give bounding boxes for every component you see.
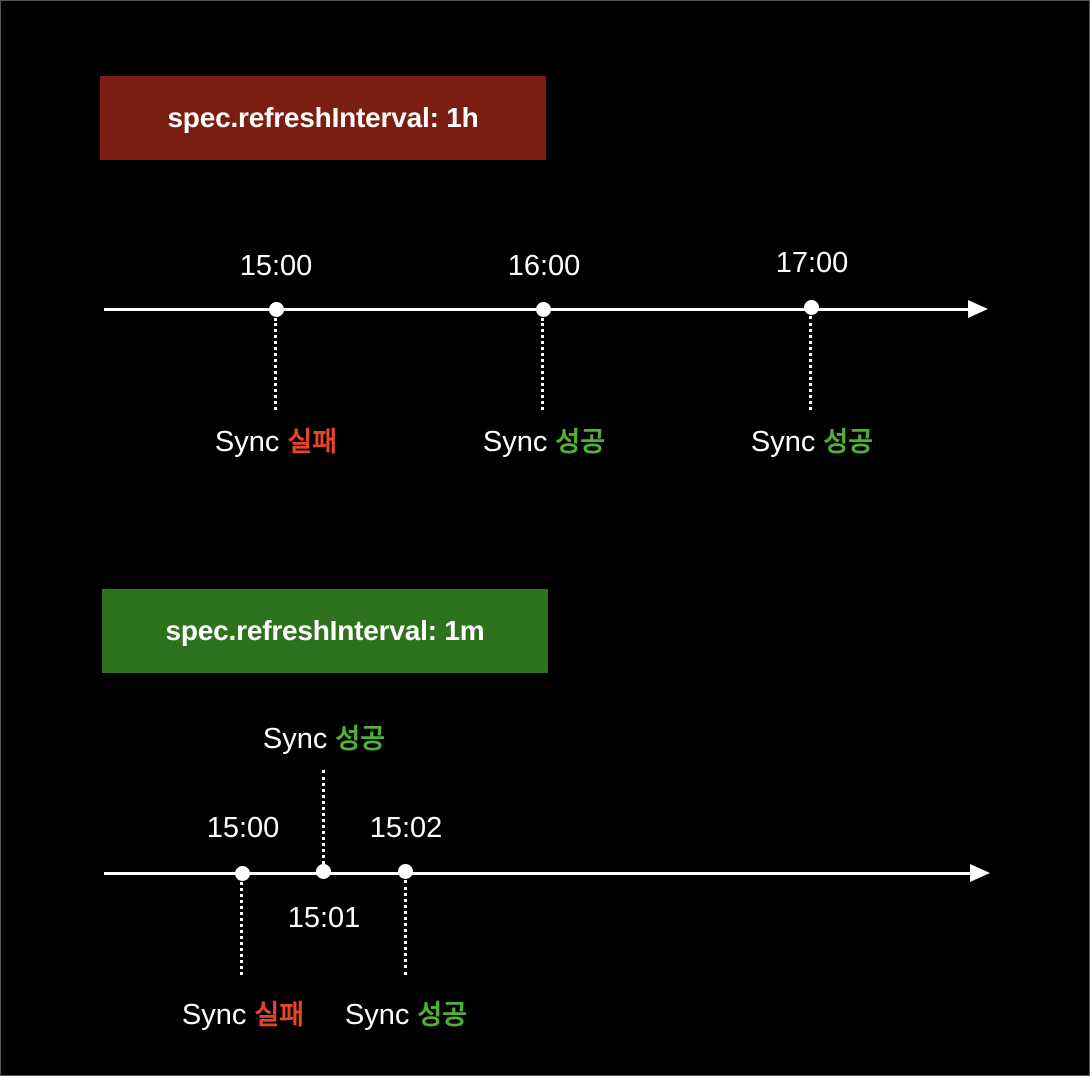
sync-status-fail: 실패 <box>287 427 338 458</box>
dotted-connector <box>240 882 243 975</box>
arrow-head-icon <box>970 864 990 882</box>
time-label: 15:00 <box>239 250 313 282</box>
banner-1h: spec.refreshInterval: 1h <box>100 76 546 160</box>
timeline-point <box>316 864 331 879</box>
sync-word: Sync <box>262 723 328 755</box>
dotted-connector <box>541 318 544 410</box>
timeline-axis-2 <box>104 872 972 875</box>
sync-result: Sync 성공 <box>345 993 467 1032</box>
sync-word: Sync <box>344 999 410 1031</box>
banner-1m: spec.refreshInterval: 1m <box>102 589 548 673</box>
time-label: 17:00 <box>775 247 849 279</box>
sync-word: Sync <box>482 426 548 458</box>
sync-result: Sync 성공 <box>483 420 605 459</box>
sync-result: Sync 성공 <box>263 717 385 756</box>
sync-status-success: 성공 <box>335 724 386 755</box>
time-label: 15:02 <box>369 812 443 844</box>
timeline-point <box>398 864 413 879</box>
timeline-point <box>804 300 819 315</box>
sync-status-success: 성공 <box>555 427 606 458</box>
sync-word: Sync <box>214 426 280 458</box>
time-label: 16:00 <box>507 250 581 282</box>
sync-result: Sync 실패 <box>215 420 337 459</box>
sync-status-success: 성공 <box>417 1000 468 1031</box>
sync-status-fail: 실패 <box>254 1000 305 1031</box>
time-label: 15:01 <box>287 902 361 934</box>
timeline-point <box>235 866 250 881</box>
sync-status-success: 성공 <box>823 427 874 458</box>
sync-result: Sync 성공 <box>751 420 873 459</box>
sync-word: Sync <box>181 999 247 1031</box>
dotted-connector <box>274 318 277 410</box>
timeline-point <box>536 302 551 317</box>
sync-word: Sync <box>750 426 816 458</box>
arrow-head-icon <box>968 300 988 318</box>
dotted-connector <box>809 316 812 410</box>
sync-result: Sync 실패 <box>182 993 304 1032</box>
time-label: 15:00 <box>206 812 280 844</box>
dotted-connector <box>404 880 407 975</box>
timeline-point <box>269 302 284 317</box>
dotted-connector <box>322 770 325 864</box>
